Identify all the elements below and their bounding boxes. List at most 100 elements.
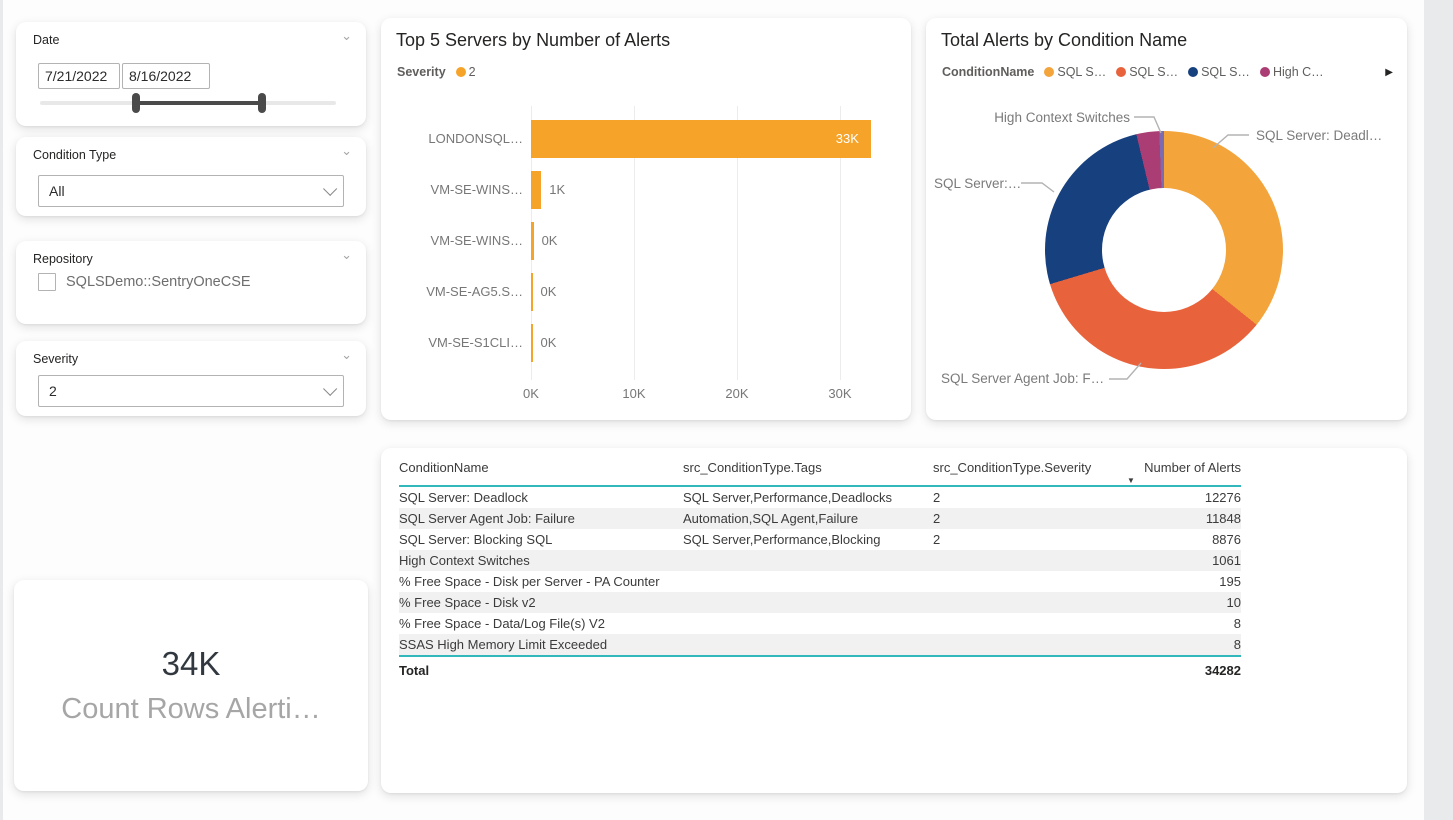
donut-legend-item-label: SQL S… (1057, 65, 1107, 79)
table-total-label: Total (399, 663, 430, 678)
legend-dot-icon (1188, 67, 1199, 77)
date-slider-handle-end[interactable] (258, 93, 266, 113)
date-start-input[interactable] (38, 63, 120, 89)
bar-legend-title: Severity (397, 65, 446, 79)
repository-checkbox[interactable] (38, 273, 56, 291)
cell-severity: 2 (933, 511, 941, 526)
gridline (840, 106, 841, 380)
table-column-header[interactable]: src_ConditionType.Severity (933, 460, 1092, 475)
bar-segment[interactable] (531, 273, 533, 311)
alerts-table: ConditionName src_ConditionType.Tags src_C… (399, 460, 1241, 681)
bar-chart-legend: Severity 2 (397, 65, 476, 79)
repository-option[interactable]: SQLSDemo::SentryOneCSE (38, 273, 251, 291)
table-row[interactable]: SSAS High Memory Limit Exceeded 8 (399, 634, 1241, 655)
cell-severity (933, 550, 1125, 552)
bar-segment[interactable] (531, 120, 871, 158)
table-header-row: ConditionName src_ConditionType.Tags src_C… (399, 460, 1241, 487)
table-total-value: 34282 (1204, 663, 1241, 678)
cell-condition-name: % Free Space - Disk per Server - PA Coun… (399, 574, 660, 589)
table-row[interactable]: % Free Space - Disk v2 10 (399, 592, 1241, 613)
bar-legend-item[interactable]: 2 (455, 65, 476, 79)
bar-segment[interactable] (531, 324, 533, 362)
table-column-header[interactable]: Number of Alerts ▼ (1127, 460, 1241, 485)
callout-deadlock: SQL Server: Deadl… (1256, 128, 1383, 143)
chevron-down-icon (323, 181, 338, 196)
cell-tags (683, 613, 933, 615)
kpi-card: 34K Count Rows Alerti… (14, 580, 368, 791)
cell-number-of-alerts: 10 (1226, 595, 1241, 610)
table-row[interactable]: High Context Switches 1061 (399, 550, 1241, 571)
cell-severity (933, 592, 1125, 594)
gridline (634, 106, 635, 380)
x-axis-tick-label: 10K (622, 386, 646, 401)
date-slider-range[interactable] (136, 101, 262, 105)
cell-severity: 2 (933, 490, 941, 505)
table-row[interactable]: SQL Server Agent Job: Failure Automation,… (399, 508, 1241, 529)
bar-data-label: 1K (549, 182, 566, 197)
condition-type-dropdown-value: All (49, 183, 65, 199)
donut-hole (1102, 188, 1226, 312)
chevron-down-icon[interactable]: ⌄ (341, 247, 352, 262)
bar-chart-card: Top 5 Servers by Number of Alerts Severi… (381, 18, 911, 420)
callout-blocking: SQL Server:… (934, 176, 1022, 191)
bar-segment[interactable] (531, 171, 542, 209)
table-row[interactable]: % Free Space - Disk per Server - PA Coun… (399, 571, 1241, 592)
table-total-row: Total 34282 (399, 655, 1241, 681)
donut-chart-title: Total Alerts by Condition Name (941, 30, 1188, 50)
gridline (737, 106, 738, 380)
donut-legend-item[interactable]: SQL S… (1116, 65, 1178, 79)
bar-data-label: 0K (540, 335, 557, 350)
donut-legend-item[interactable]: SQL S… (1188, 65, 1250, 79)
table-row[interactable]: SQL Server: Blocking SQL SQL Server,Perfo… (399, 529, 1241, 550)
donut-legend-item[interactable]: High C… (1259, 65, 1324, 79)
legend-dot-icon (1116, 67, 1127, 77)
table-row[interactable]: SQL Server: Deadlock SQL Server,Performan… (399, 487, 1241, 508)
cell-number-of-alerts: 8 (1233, 637, 1241, 652)
bar-category-label: VM-SE-S1CLI… (428, 335, 523, 350)
chevron-down-icon[interactable]: ⌄ (341, 347, 352, 362)
kpi-label: Count Rows Alerti… (61, 693, 321, 725)
bar-legend-item-label: 2 (468, 65, 476, 79)
cell-number-of-alerts: 1061 (1212, 553, 1241, 568)
chevron-down-icon[interactable]: ⌄ (341, 143, 352, 158)
legend-overflow-arrow-icon[interactable]: ▶ (1385, 67, 1393, 78)
donut-legend-item-label: High C… (1272, 65, 1324, 79)
severity-dropdown[interactable]: 2 (38, 375, 344, 407)
callout-high-context-switches: High Context Switches (994, 110, 1130, 125)
x-axis-tick-label: 20K (725, 386, 749, 401)
x-axis-tick-label: 0K (523, 386, 539, 401)
severity-dropdown-value: 2 (49, 383, 57, 399)
kpi-value: 34K (161, 645, 221, 682)
table-column-header[interactable]: ConditionName (399, 460, 489, 475)
chevron-down-icon[interactable]: ⌄ (341, 28, 352, 43)
severity-slicer-card: Severity ⌄ 2 (16, 341, 366, 416)
page-right-gutter (1424, 0, 1453, 820)
cell-tags: SQL Server,Performance,Blocking (683, 532, 881, 547)
cell-condition-name: SQL Server: Deadlock (399, 490, 528, 505)
legend-dot-icon (1259, 67, 1270, 77)
x-axis-tick-label: 30K (828, 386, 852, 401)
legend-dot-icon (455, 67, 466, 77)
donut-legend-item[interactable]: SQL S… (1044, 65, 1106, 79)
cell-number-of-alerts: 8 (1233, 616, 1241, 631)
condition-type-slicer-card: Condition Type ⌄ All (16, 137, 366, 216)
cell-number-of-alerts: 11848 (1205, 511, 1241, 526)
date-slider-handle-start[interactable] (132, 93, 140, 113)
date-end-input[interactable] (122, 63, 210, 89)
cell-condition-name: SQL Server Agent Job: Failure (399, 511, 575, 526)
cell-tags (683, 634, 933, 636)
bar-segment[interactable] (531, 222, 534, 260)
cell-number-of-alerts: 8876 (1212, 532, 1241, 547)
table-column-header[interactable]: src_ConditionType.Tags (683, 460, 822, 475)
severity-slicer-title: Severity (33, 352, 79, 366)
cell-tags: Automation,SQL Agent,Failure (683, 511, 859, 526)
bar-data-label: 33K (835, 131, 859, 146)
cell-condition-name: % Free Space - Data/Log File(s) V2 (399, 616, 605, 631)
condition-type-dropdown[interactable]: All (38, 175, 344, 207)
cell-condition-name: SSAS High Memory Limit Exceeded (399, 637, 608, 652)
table-row[interactable]: % Free Space - Data/Log File(s) V2 8 (399, 613, 1241, 634)
bar-category-label: VM-SE-WINS… (430, 233, 523, 248)
date-slicer-card: Date ⌄ (16, 22, 366, 126)
bar-category-label: LONDONSQL… (428, 131, 523, 146)
repository-option-label: SQLSDemo::SentryOneCSE (66, 274, 251, 290)
